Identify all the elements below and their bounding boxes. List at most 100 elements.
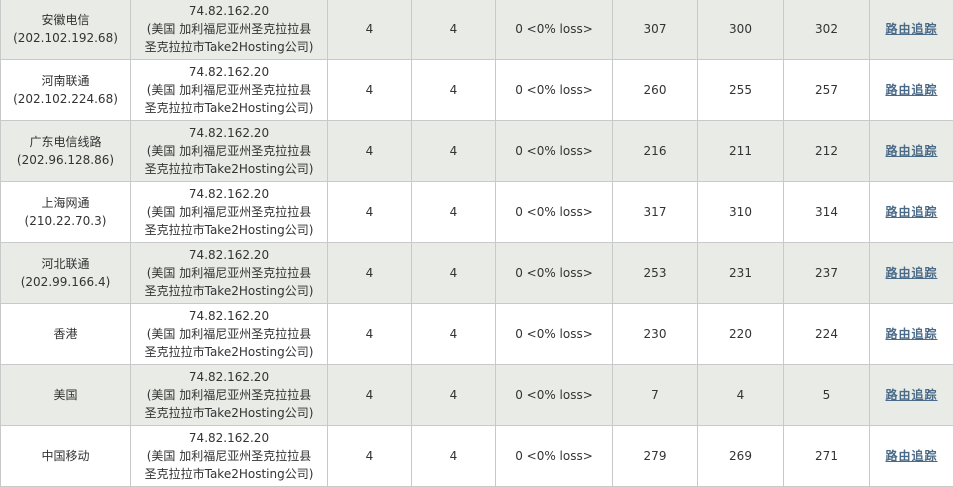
route-trace-link[interactable]: 路由追踪 [885,388,938,402]
target-location-line2: 圣克拉拉市Take2Hosting公司) [144,345,314,359]
packet-loss: 0 <0% loss> [495,303,613,365]
target-cell: 74.82.162.20 (美国 加利福尼亚州圣克拉拉县 圣克拉拉市Take2Hos… [130,303,328,365]
received-count: 4 [411,181,496,243]
sent-count: 4 [327,59,412,121]
node-ip: (202.99.166.4) [20,275,111,289]
min-latency: 4 [697,364,784,426]
node-name: 美国 [53,388,78,402]
min-latency: 269 [697,425,784,487]
received-count: 4 [411,364,496,426]
trace-cell: 路由追踪 [869,242,953,304]
trace-cell: 路由追踪 [869,0,953,60]
target-location-line2: 圣克拉拉市Take2Hosting公司) [144,223,314,237]
sent-count: 4 [327,303,412,365]
sent-count: 4 [327,242,412,304]
route-trace-link[interactable]: 路由追踪 [885,22,938,36]
received-count: 4 [411,59,496,121]
sent-count: 4 [327,364,412,426]
node-name: 安徽电信 [41,13,90,27]
target-ip: 74.82.162.20 [188,309,270,323]
table-row: 香港 74.82.162.20 (美国 加利福尼亚州圣克拉拉县 圣克拉拉市Take2… [0,303,953,365]
target-cell: 74.82.162.20 (美国 加利福尼亚州圣克拉拉县 圣克拉拉市Take2Hos… [130,242,328,304]
received-count: 4 [411,425,496,487]
max-latency: 279 [612,425,698,487]
route-trace-link[interactable]: 路由追踪 [885,83,938,97]
packet-loss: 0 <0% loss> [495,120,613,182]
target-location-line1: (美国 加利福尼亚州圣克拉拉县 [146,449,312,463]
min-latency: 231 [697,242,784,304]
route-trace-link[interactable]: 路由追踪 [885,144,938,158]
target-location-line1: (美国 加利福尼亚州圣克拉拉县 [146,22,312,36]
min-latency: 211 [697,120,784,182]
max-latency: 253 [612,242,698,304]
max-latency: 230 [612,303,698,365]
target-location-line1: (美国 加利福尼亚州圣克拉拉县 [146,205,312,219]
node-cell: 河北联通 (202.99.166.4) [0,242,131,304]
node-ip: (202.102.224.68) [13,92,118,106]
node-cell: 广东电信线路 (202.96.128.86) [0,120,131,182]
target-location-line1: (美国 加利福尼亚州圣克拉拉县 [146,327,312,341]
max-latency: 260 [612,59,698,121]
max-latency: 216 [612,120,698,182]
received-count: 4 [411,303,496,365]
node-cell: 安徽电信 (202.102.192.68) [0,0,131,60]
sent-count: 4 [327,425,412,487]
route-trace-link[interactable]: 路由追踪 [885,449,938,463]
node-name: 中国移动 [41,449,90,463]
node-name: 广东电信线路 [29,135,102,149]
packet-loss: 0 <0% loss> [495,425,613,487]
target-ip: 74.82.162.20 [188,370,270,384]
trace-cell: 路由追踪 [869,59,953,121]
table-row: 安徽电信 (202.102.192.68) 74.82.162.20 (美国 加利福… [0,0,953,60]
max-latency: 317 [612,181,698,243]
trace-cell: 路由追踪 [869,425,953,487]
target-location-line2: 圣克拉拉市Take2Hosting公司) [144,284,314,298]
packet-loss: 0 <0% loss> [495,242,613,304]
node-cell: 中国移动 [0,425,131,487]
target-cell: 74.82.162.20 (美国 加利福尼亚州圣克拉拉县 圣克拉拉市Take2Hos… [130,425,328,487]
packet-loss: 0 <0% loss> [495,364,613,426]
target-cell: 74.82.162.20 (美国 加利福尼亚州圣克拉拉县 圣克拉拉市Take2Hos… [130,364,328,426]
node-cell: 美国 [0,364,131,426]
max-latency: 7 [612,364,698,426]
target-location-line2: 圣克拉拉市Take2Hosting公司) [144,406,314,420]
node-ip: (202.96.128.86) [16,153,115,167]
route-trace-link[interactable]: 路由追踪 [885,266,938,280]
avg-latency: 5 [783,364,870,426]
received-count: 4 [411,242,496,304]
target-location-line1: (美国 加利福尼亚州圣克拉拉县 [146,266,312,280]
avg-latency: 271 [783,425,870,487]
min-latency: 310 [697,181,784,243]
table-row: 河南联通 (202.102.224.68) 74.82.162.20 (美国 加利福… [0,59,953,121]
target-ip: 74.82.162.20 [188,126,270,140]
node-cell: 河南联通 (202.102.224.68) [0,59,131,121]
target-cell: 74.82.162.20 (美国 加利福尼亚州圣克拉拉县 圣克拉拉市Take2Hos… [130,59,328,121]
table-row: 上海网通 (210.22.70.3) 74.82.162.20 (美国 加利福尼亚州… [0,181,953,243]
avg-latency: 237 [783,242,870,304]
node-cell: 上海网通 (210.22.70.3) [0,181,131,243]
table-row: 广东电信线路 (202.96.128.86) 74.82.162.20 (美国 加利… [0,120,953,182]
target-ip: 74.82.162.20 [188,431,270,445]
target-ip: 74.82.162.20 [188,65,270,79]
node-cell: 香港 [0,303,131,365]
route-trace-link[interactable]: 路由追踪 [885,327,938,341]
trace-cell: 路由追踪 [869,120,953,182]
target-ip: 74.82.162.20 [188,248,270,262]
sent-count: 4 [327,120,412,182]
max-latency: 307 [612,0,698,60]
target-location-line1: (美国 加利福尼亚州圣克拉拉县 [146,83,312,97]
received-count: 4 [411,120,496,182]
target-ip: 74.82.162.20 [188,4,270,18]
min-latency: 220 [697,303,784,365]
route-trace-link[interactable]: 路由追踪 [885,205,938,219]
target-location-line1: (美国 加利福尼亚州圣克拉拉县 [146,388,312,402]
node-name: 香港 [53,327,78,341]
packet-loss: 0 <0% loss> [495,0,613,60]
target-cell: 74.82.162.20 (美国 加利福尼亚州圣克拉拉县 圣克拉拉市Take2Hos… [130,0,328,60]
packet-loss: 0 <0% loss> [495,181,613,243]
packet-loss: 0 <0% loss> [495,59,613,121]
avg-latency: 314 [783,181,870,243]
target-location-line2: 圣克拉拉市Take2Hosting公司) [144,467,314,481]
node-ip: (202.102.192.68) [13,31,118,45]
